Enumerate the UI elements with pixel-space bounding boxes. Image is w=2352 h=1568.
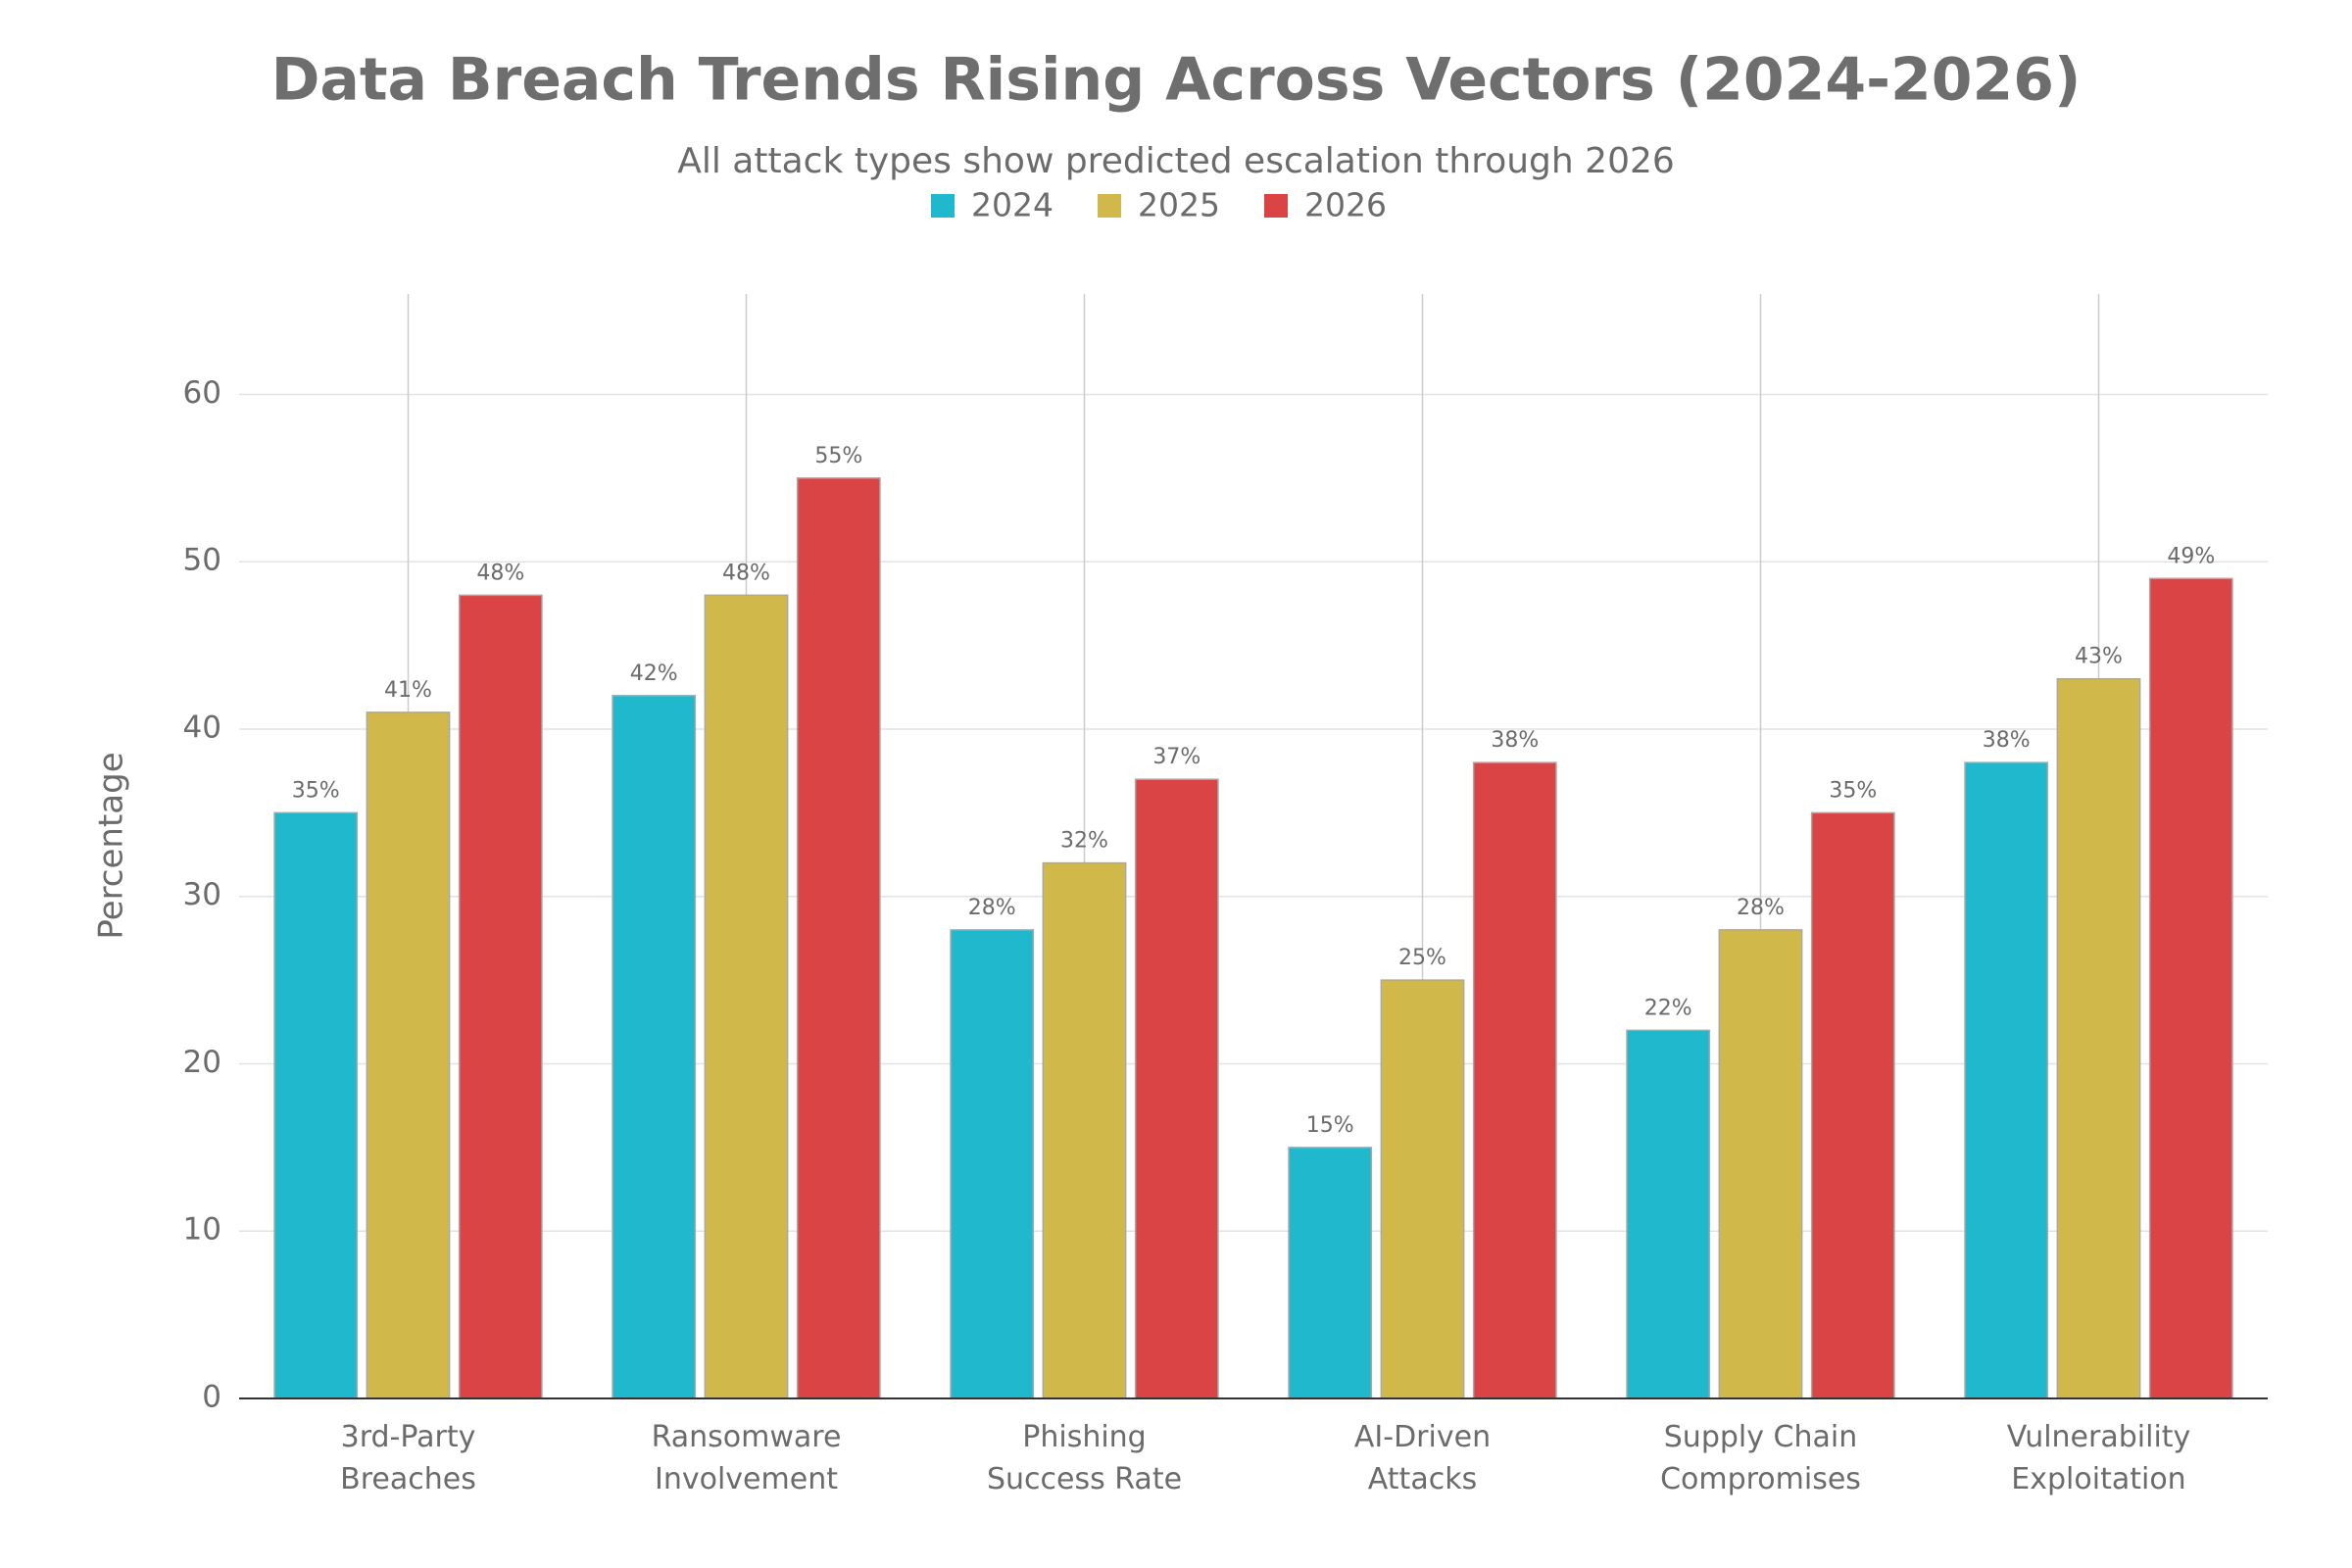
- value-label: 37%: [1152, 745, 1200, 769]
- bar: [1964, 761, 2049, 1399]
- y-tick-label: 20: [183, 1045, 221, 1080]
- chart-subtitle: All attack types show predicted escalati…: [677, 141, 1675, 181]
- legend-label: 2025: [1138, 186, 1220, 224]
- x-tick-label: Supply Chain Compromises: [1660, 1420, 1861, 1496]
- bar: [1626, 1029, 1711, 1399]
- bar: [2056, 677, 2141, 1399]
- value-label: 48%: [722, 561, 770, 585]
- value-label: 35%: [1829, 778, 1877, 803]
- x-tick-label: Ransomware Involvement: [651, 1420, 842, 1496]
- y-axis-label: Percentage: [92, 752, 131, 939]
- bar: [458, 594, 543, 1399]
- bar: [1718, 929, 1803, 1399]
- y-tick-label: 0: [202, 1380, 221, 1415]
- bar: [1380, 979, 1465, 1399]
- bar: [1472, 761, 1557, 1399]
- bar: [366, 711, 451, 1399]
- value-label: 25%: [1398, 946, 1446, 970]
- bar: [1042, 861, 1127, 1399]
- bar: [796, 477, 881, 1399]
- value-label: 32%: [1060, 829, 1108, 854]
- value-label: 38%: [1491, 728, 1539, 753]
- bar: [950, 929, 1035, 1399]
- y-tick-label: 10: [183, 1212, 221, 1248]
- bar: [612, 695, 697, 1399]
- value-label: 42%: [630, 662, 678, 686]
- x-tick-label: Phishing Success Rate: [986, 1420, 1183, 1496]
- legend-swatch: [931, 194, 955, 218]
- y-tick-label: 60: [183, 375, 221, 411]
- x-tick-label: 3rd-Party Breaches: [340, 1420, 476, 1496]
- legend-swatch: [1098, 194, 1121, 218]
- y-tick-label: 50: [183, 543, 221, 578]
- value-label: 22%: [1644, 996, 1692, 1020]
- value-label: 15%: [1306, 1113, 1354, 1138]
- value-label: 35%: [292, 778, 340, 803]
- legend-swatch: [1264, 194, 1288, 218]
- bar: [1288, 1147, 1373, 1399]
- value-label: 28%: [968, 896, 1016, 920]
- x-tick-label: AI-Driven Attacks: [1353, 1420, 1492, 1496]
- y-tick-label: 40: [183, 710, 221, 745]
- bar: [273, 811, 359, 1399]
- value-label: 55%: [814, 444, 862, 468]
- value-label: 41%: [384, 678, 432, 703]
- value-label: 48%: [476, 561, 524, 585]
- chart-title: Data Breach Trends Rising Across Vectors…: [271, 46, 2082, 115]
- bar: [704, 594, 789, 1399]
- bar: [1134, 778, 1219, 1399]
- bar: [2148, 577, 2233, 1399]
- value-label: 49%: [2167, 544, 2215, 568]
- x-tick-label: Vulnerability Exploitation: [2006, 1420, 2191, 1496]
- value-label: 28%: [1737, 896, 1785, 920]
- y-tick-label: 30: [183, 877, 221, 912]
- legend-label: 2024: [971, 186, 1054, 224]
- value-label: 38%: [1983, 728, 2031, 753]
- value-label: 43%: [2075, 645, 2123, 669]
- legend-label: 2026: [1304, 186, 1387, 224]
- bar: [1810, 811, 1895, 1399]
